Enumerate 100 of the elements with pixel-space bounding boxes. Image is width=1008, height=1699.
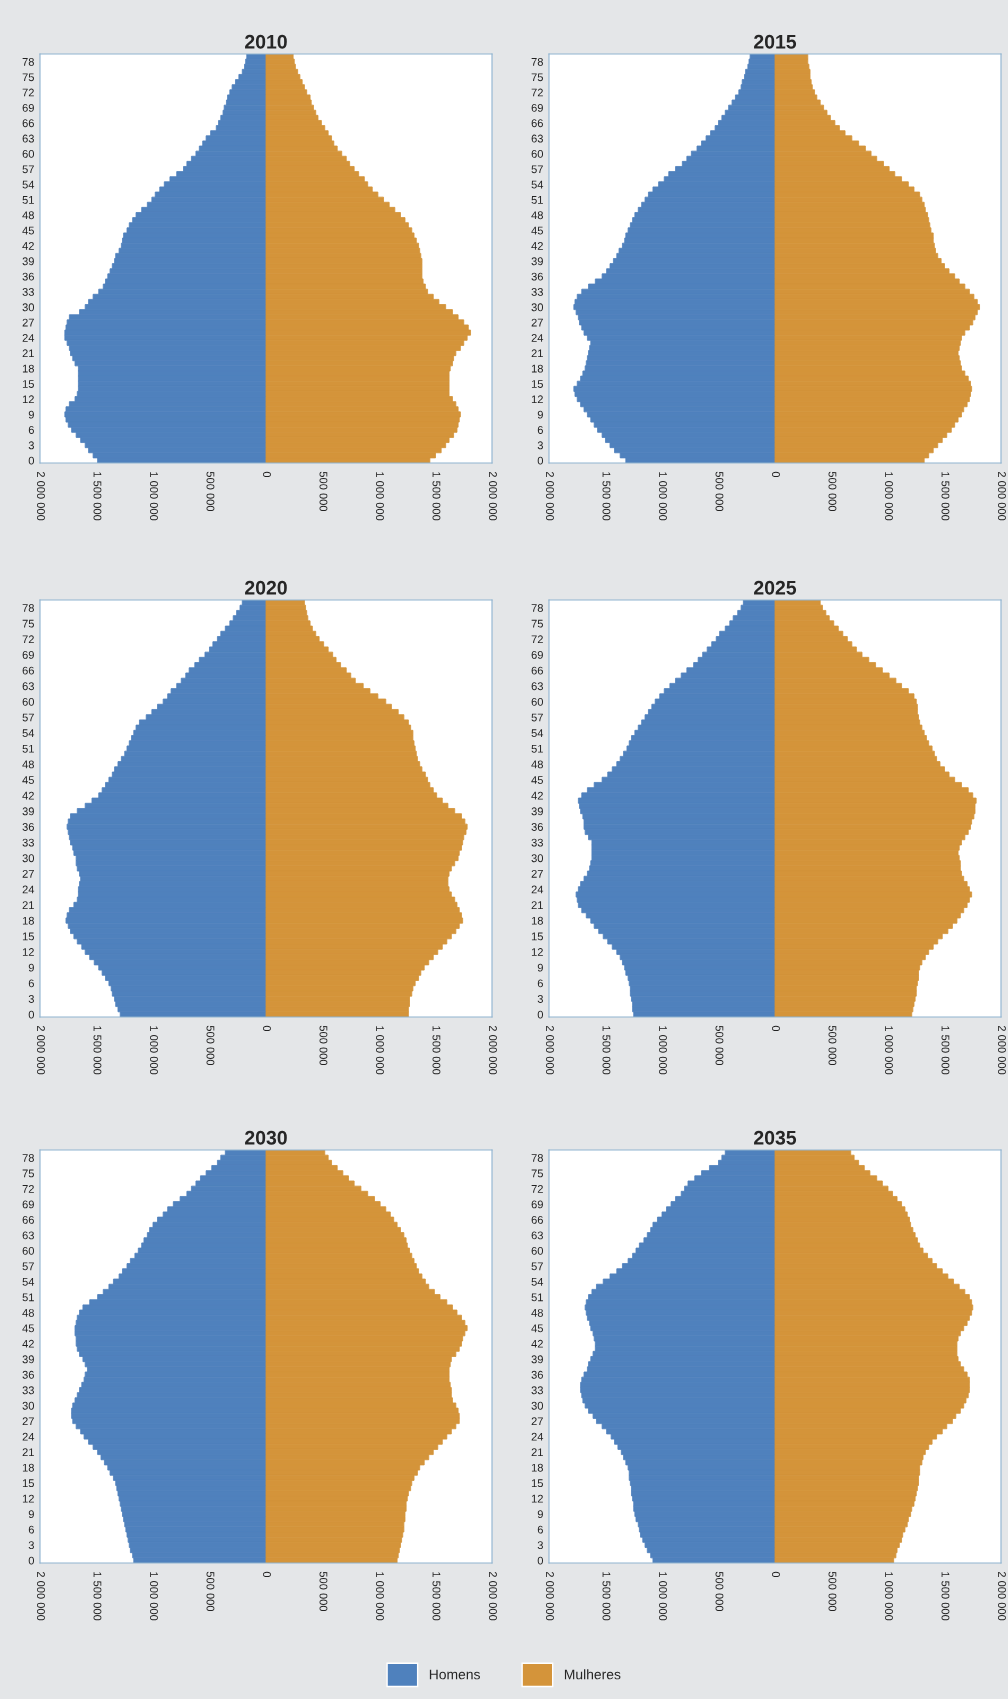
y-tick-label: 15	[22, 380, 34, 388]
y-tick-label: 72	[22, 88, 34, 97]
y-tick-label: 60	[531, 149, 544, 158]
y-tick-label: 51	[531, 196, 543, 204]
y-tick-label: 33	[531, 288, 543, 296]
x-tick-label: 500 000	[319, 471, 328, 512]
y-tick-label: 51	[531, 1293, 543, 1302]
x-tick-label: 2 000 000	[489, 1571, 497, 1621]
y-tick-label: 39	[531, 1355, 543, 1364]
y-tick-label: 42	[531, 791, 543, 800]
y-tick-label: 27	[531, 1417, 543, 1426]
y-tick-label: 48	[531, 211, 543, 220]
y-tick-label: 30	[531, 1401, 544, 1410]
y-tick-label: 36	[22, 1370, 34, 1379]
y-tick-label: 27	[22, 1417, 34, 1426]
y-tick-label: 75	[531, 1169, 543, 1178]
y-tick-label: 0	[537, 1010, 544, 1019]
x-tick-label: 1 000 000	[376, 1572, 384, 1621]
x-tick-label: 1 000 000	[885, 472, 893, 521]
y-tick-label: 63	[531, 134, 543, 143]
y-tick-label: 3	[537, 441, 543, 450]
y-tick-label: 54	[531, 180, 544, 189]
y-tick-label: 72	[531, 635, 543, 644]
x-tick-label: 0	[263, 1025, 271, 1032]
y-tick-label: 51	[22, 744, 34, 753]
y-tick-label: 15	[531, 380, 543, 388]
y-tick-label: 12	[22, 948, 34, 956]
x-tick-label: 1 500 000	[602, 1026, 611, 1075]
y-tick-label: 45	[22, 226, 34, 235]
y-tick-label: 33	[531, 838, 543, 847]
chart-title: 2035	[754, 1130, 797, 1145]
x-tick-label: 1 000 000	[150, 472, 158, 521]
y-tick-label: 0	[28, 1556, 35, 1565]
x-tick-label: 1 500 000	[432, 472, 441, 521]
x-tick-label: 1 000 000	[150, 1026, 158, 1075]
y-tick-label: 72	[22, 1184, 34, 1193]
y-tick-label: 0	[537, 1556, 544, 1565]
y-tick-label: 54	[22, 180, 35, 189]
x-tick-label: 500 000	[206, 1025, 215, 1066]
y-tick-label: 69	[531, 103, 543, 112]
y-tick-label: 57	[22, 165, 34, 174]
y-tick-label: 15	[22, 1479, 34, 1488]
y-tick-label: 54	[531, 1278, 544, 1286]
y-tick-label: 60	[22, 1246, 35, 1255]
y-tick-label: 33	[22, 838, 34, 847]
y-tick-label: 48	[22, 211, 34, 220]
x-tick-label: 1 000 000	[376, 1026, 384, 1075]
y-tick-label: 42	[531, 1339, 543, 1348]
x-tick-label: 1 500 000	[93, 1572, 102, 1621]
chart-title: 2015	[754, 34, 797, 49]
y-tick-label: 33	[531, 1386, 543, 1395]
y-tick-label: 39	[531, 257, 543, 266]
y-tick-label: 3	[28, 441, 34, 450]
x-tick-label: 0	[263, 1571, 271, 1578]
y-tick-label: 30	[531, 854, 544, 863]
x-tick-label: 1 000 000	[659, 472, 667, 521]
chart-title: 2025	[754, 580, 797, 595]
x-tick-label: 1 500 000	[93, 1026, 102, 1075]
x-tick-label: 500 000	[715, 1571, 724, 1612]
y-tick-label: 48	[22, 760, 34, 769]
y-tick-label: 45	[22, 1324, 34, 1333]
y-tick-label: 66	[531, 1215, 543, 1224]
y-tick-label: 63	[531, 682, 543, 691]
y-tick-label: 57	[531, 165, 543, 174]
y-tick-label: 45	[531, 226, 543, 235]
x-tick-label: 500 000	[319, 1025, 328, 1066]
y-tick-label: 9	[537, 410, 543, 419]
y-tick-label: 66	[22, 119, 34, 128]
chart-title: 2030	[245, 1130, 287, 1145]
y-tick-label: 39	[22, 257, 34, 266]
y-tick-label: 3	[28, 1541, 34, 1550]
x-tick-label: 0	[263, 471, 271, 478]
x-tick-label: 1 000 000	[885, 1026, 893, 1075]
y-tick-label: 0	[537, 456, 544, 465]
x-tick-label: 500 000	[828, 1025, 837, 1066]
x-tick-label: 2 000 000	[489, 1025, 497, 1075]
x-tick-label: 2 000 000	[998, 471, 1006, 521]
y-tick-label: 63	[22, 134, 34, 143]
y-tick-label: 33	[22, 288, 34, 296]
y-tick-label: 6	[28, 426, 34, 434]
y-tick-label: 66	[531, 119, 543, 128]
y-tick-label: 6	[537, 1525, 543, 1534]
y-tick-label: 0	[28, 456, 35, 465]
x-tick-label: 2 000 000	[489, 471, 497, 521]
y-tick-label: 78	[22, 57, 34, 66]
y-tick-label: 66	[22, 666, 34, 675]
x-tick-label: 0	[772, 1571, 780, 1578]
y-tick-label: 45	[531, 776, 543, 784]
x-tick-label: 0	[772, 1025, 780, 1032]
x-tick-label: 500 000	[828, 471, 837, 512]
y-tick-label: 60	[531, 697, 544, 706]
y-tick-label: 54	[22, 1278, 35, 1286]
x-tick-label: 500 000	[319, 1571, 328, 1612]
y-tick-label: 27	[531, 869, 543, 878]
y-tick-label: 21	[22, 901, 34, 909]
x-tick-label: 2 000 000	[37, 1571, 45, 1621]
x-tick-label: 1 500 000	[941, 1026, 950, 1075]
x-tick-label: 1 000 000	[150, 1572, 158, 1621]
y-tick-label: 54	[531, 729, 544, 738]
y-tick-label: 39	[22, 807, 34, 816]
